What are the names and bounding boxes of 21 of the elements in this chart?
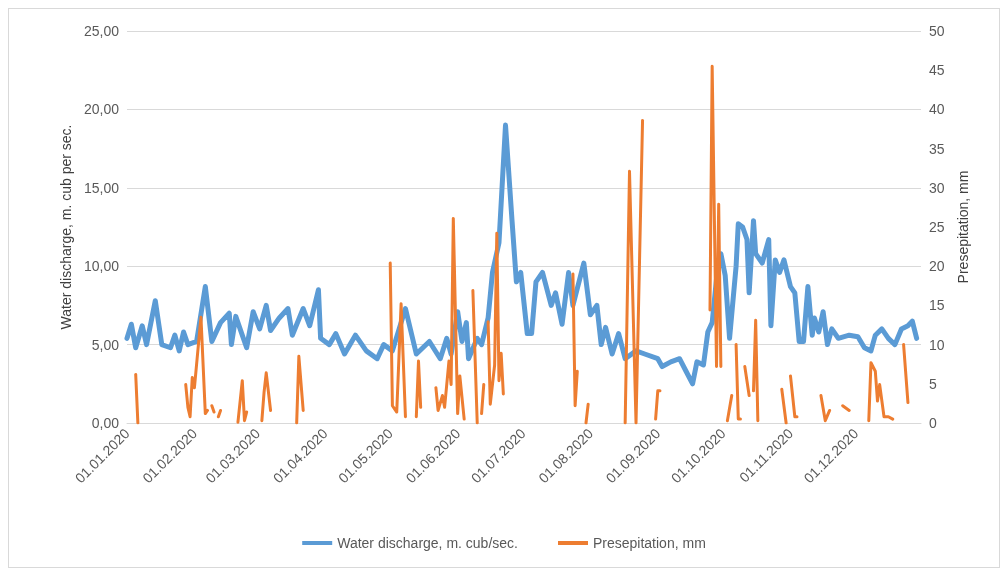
y2-axis-title: Presepitation, mm xyxy=(955,170,971,284)
y2-tick-label: 40 xyxy=(929,101,945,118)
y-tick-label: 25,00 xyxy=(83,23,120,39)
y-tick-label: 15,00 xyxy=(83,179,120,196)
y2-tick-label: 0 xyxy=(929,415,937,431)
y2-tick-label: 50 xyxy=(929,23,945,39)
y2-tick-label: 45 xyxy=(929,62,945,79)
y2-tick-label: 15 xyxy=(929,297,945,314)
legend-label: Water discharge, m. cub/sec. xyxy=(337,535,518,551)
y-tick-label: 5,00 xyxy=(91,336,120,353)
y2-tick-label: 25 xyxy=(929,219,945,235)
y2-tick-label: 5 xyxy=(929,375,937,392)
y2-tick-label: 10 xyxy=(929,336,945,353)
legend-label: Presepitation, mm xyxy=(592,535,706,551)
y2-tick-label: 30 xyxy=(929,179,945,196)
y2-tick-label: 20 xyxy=(929,258,945,275)
y-tick-label: 20,00 xyxy=(83,101,120,118)
y-axis-title: Water discharge, m. cub per sec. xyxy=(58,124,75,330)
y2-tick-label: 35 xyxy=(929,140,945,157)
y-tick-label: 0,00 xyxy=(91,415,120,431)
y-tick-label: 10,00 xyxy=(83,258,120,275)
